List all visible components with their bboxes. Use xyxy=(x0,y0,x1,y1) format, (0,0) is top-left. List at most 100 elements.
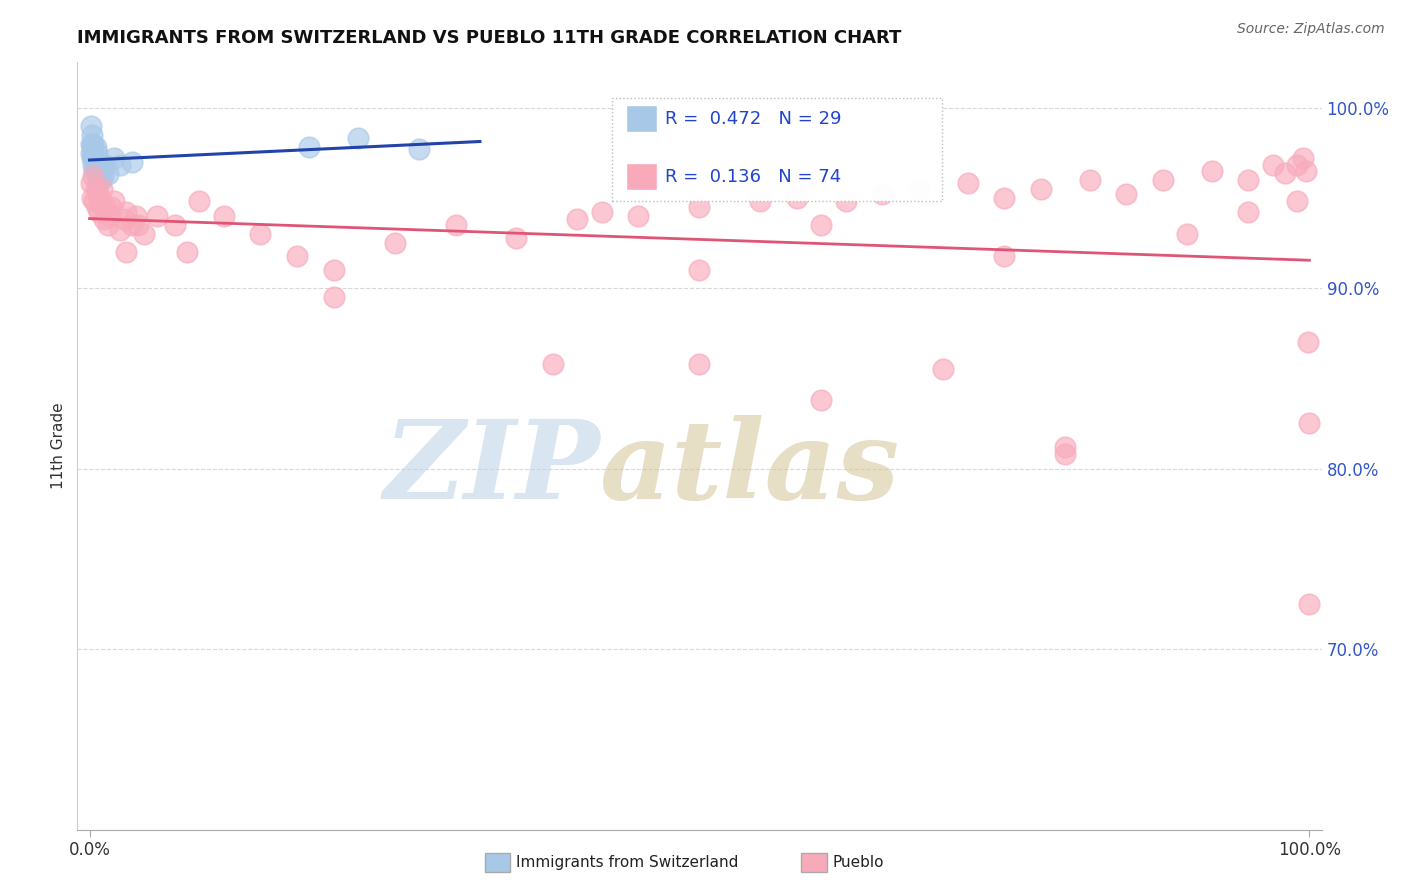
Point xyxy=(83,163,105,178)
Point xyxy=(749,194,772,209)
Point xyxy=(835,194,858,209)
Point xyxy=(89,194,111,209)
Point xyxy=(249,227,271,241)
Point xyxy=(103,151,125,165)
Point xyxy=(121,218,143,232)
Point xyxy=(94,200,117,214)
Point xyxy=(408,142,430,156)
Point xyxy=(993,191,1015,205)
Point xyxy=(115,205,138,219)
Point xyxy=(993,249,1015,263)
Point xyxy=(176,244,198,259)
Point xyxy=(80,136,103,151)
Point xyxy=(90,182,112,196)
Point xyxy=(1078,173,1101,187)
Point xyxy=(100,200,122,214)
Point xyxy=(1201,163,1223,178)
Point xyxy=(285,249,308,263)
Point xyxy=(1296,335,1319,350)
Point xyxy=(84,140,107,154)
Point xyxy=(322,263,344,277)
Text: ZIP: ZIP xyxy=(384,416,600,523)
Point xyxy=(1261,158,1284,172)
Point xyxy=(347,131,370,145)
Point xyxy=(97,167,120,181)
Point xyxy=(212,209,235,223)
Point xyxy=(93,212,115,227)
Point xyxy=(80,191,103,205)
Point xyxy=(80,145,103,160)
Text: Immigrants from Switzerland: Immigrants from Switzerland xyxy=(516,855,738,870)
Point xyxy=(688,263,710,277)
Point xyxy=(98,209,121,223)
Point xyxy=(145,209,167,223)
Text: Source: ZipAtlas.com: Source: ZipAtlas.com xyxy=(1237,22,1385,37)
Point xyxy=(94,158,117,172)
Point xyxy=(108,223,131,237)
Point xyxy=(91,169,114,183)
Point xyxy=(1237,173,1260,187)
Point xyxy=(1054,447,1077,461)
Point xyxy=(1286,158,1309,172)
Point xyxy=(1177,227,1199,241)
Point xyxy=(89,205,111,219)
Point xyxy=(108,158,131,172)
Point xyxy=(80,151,103,165)
Point xyxy=(82,169,104,183)
Point xyxy=(322,290,344,304)
Point xyxy=(1054,440,1077,454)
Point xyxy=(97,218,120,232)
Point xyxy=(908,182,931,196)
Point xyxy=(188,194,211,209)
Point xyxy=(86,200,108,214)
Point xyxy=(541,357,564,371)
Point xyxy=(125,209,148,223)
Point xyxy=(86,169,108,183)
Point xyxy=(567,212,589,227)
Text: Pueblo: Pueblo xyxy=(832,855,884,870)
Point xyxy=(90,158,112,172)
Point xyxy=(298,140,321,154)
Point xyxy=(87,187,110,202)
Point xyxy=(80,119,103,133)
Point xyxy=(80,128,103,142)
Point xyxy=(932,362,955,376)
Text: atlas: atlas xyxy=(600,416,900,523)
Point xyxy=(505,230,527,244)
Point xyxy=(688,357,710,371)
Point xyxy=(83,194,105,209)
Text: R =  0.136   N = 74: R = 0.136 N = 74 xyxy=(665,168,841,186)
Point xyxy=(1298,597,1320,611)
Point xyxy=(627,209,650,223)
Point xyxy=(80,140,103,154)
Point xyxy=(1237,205,1260,219)
Point xyxy=(810,218,832,232)
Point xyxy=(87,154,110,169)
Point xyxy=(89,173,111,187)
Point xyxy=(163,218,186,232)
Point xyxy=(86,145,108,160)
Point xyxy=(1115,187,1137,202)
Point xyxy=(1295,163,1317,178)
Point xyxy=(127,218,149,232)
Text: R =  0.472   N = 29: R = 0.472 N = 29 xyxy=(665,110,842,128)
Point xyxy=(1152,173,1174,187)
Point xyxy=(384,235,406,250)
Point xyxy=(115,244,138,259)
Point xyxy=(956,177,979,191)
Point xyxy=(84,158,107,172)
Point xyxy=(89,163,111,178)
Point xyxy=(112,212,135,227)
Point xyxy=(1029,182,1052,196)
Point xyxy=(591,205,613,219)
Point xyxy=(87,177,110,191)
Point xyxy=(103,194,125,209)
Point xyxy=(1274,165,1296,179)
Point xyxy=(80,177,103,191)
Point xyxy=(82,158,104,172)
Y-axis label: 11th Grade: 11th Grade xyxy=(51,402,66,490)
Point xyxy=(84,182,107,196)
Point xyxy=(121,154,143,169)
Text: IMMIGRANTS FROM SWITZERLAND VS PUEBLO 11TH GRADE CORRELATION CHART: IMMIGRANTS FROM SWITZERLAND VS PUEBLO 11… xyxy=(77,29,901,47)
Point xyxy=(83,151,105,165)
